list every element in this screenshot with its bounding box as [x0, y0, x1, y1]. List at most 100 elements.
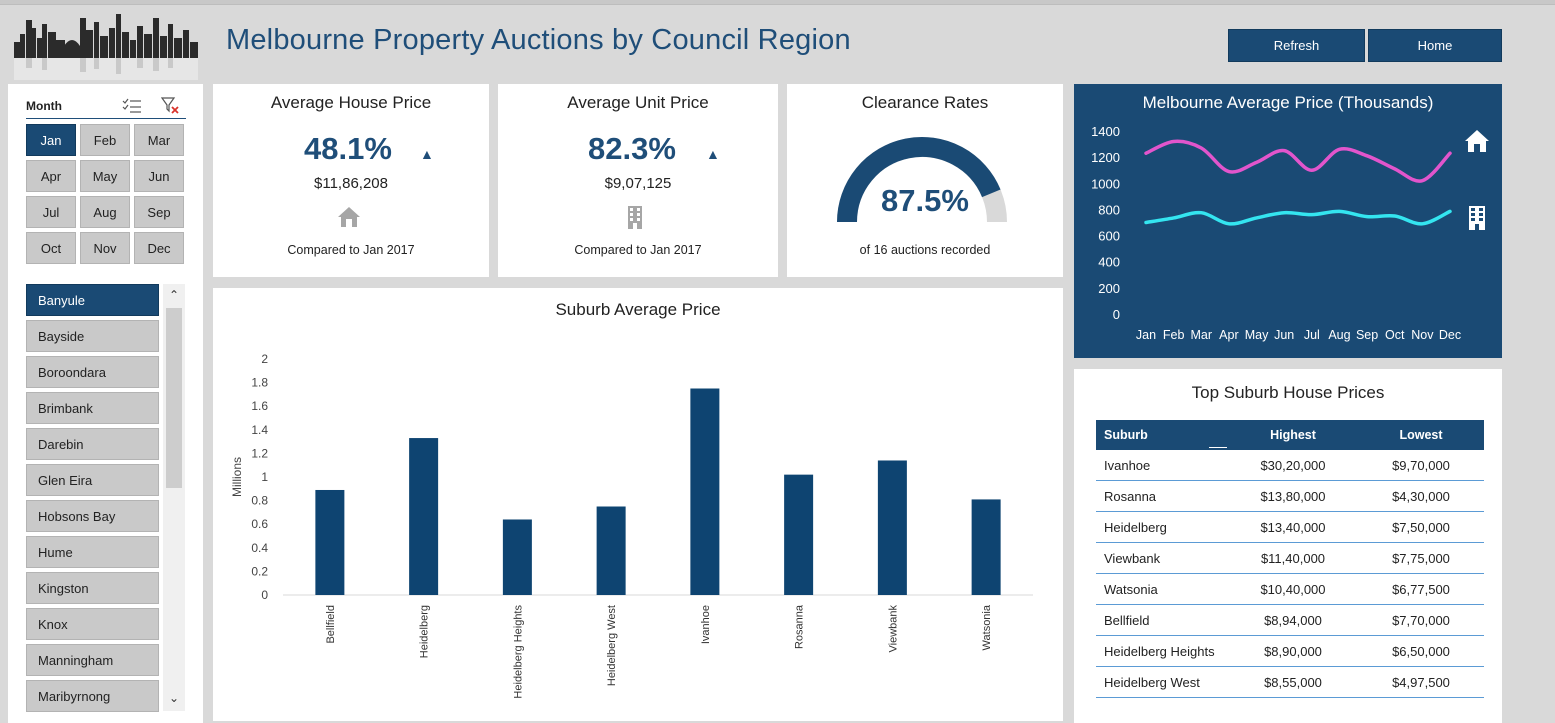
month-slicer-label: Month: [26, 99, 62, 113]
cell-highest: $8,55,000: [1264, 674, 1322, 690]
home-button[interactable]: Home: [1368, 29, 1502, 62]
y-tick-label: 800: [1098, 202, 1120, 217]
scroll-down-arrow-icon[interactable]: ⌄: [168, 691, 180, 705]
cell-highest: $13,40,000: [1260, 519, 1326, 535]
council-scrollbar[interactable]: ⌃ ⌄: [163, 284, 185, 711]
cell-suburb: Watsonia: [1104, 581, 1158, 597]
x-tick-label: Heidelberg: [419, 605, 431, 658]
kpi-clearance-caption: of 16 auctions recorded: [859, 243, 991, 257]
building-icon-window: [1479, 213, 1483, 216]
x-tick-label: Mar: [1191, 328, 1213, 342]
building-icon-window: [1479, 218, 1483, 221]
kpi-house-title: Average House Price: [270, 93, 432, 112]
scrollbar-thumb[interactable]: [166, 308, 182, 488]
header-lowest[interactable]: Lowest: [1399, 428, 1443, 442]
month-button-jun[interactable]: Jun: [134, 160, 184, 192]
council-item-manningham[interactable]: Manningham: [26, 644, 159, 676]
kpi-house-up-arrow-icon: ▲: [420, 146, 434, 162]
kpi-unit-compare: Compared to Jan 2017: [574, 243, 702, 257]
x-tick-label: Apr: [1219, 328, 1238, 342]
council-item-bayside[interactable]: Bayside: [26, 320, 159, 352]
bar-viewbank[interactable]: [877, 460, 907, 595]
cell-lowest: $4,97,500: [1392, 674, 1450, 690]
bar-heidelberg[interactable]: [409, 438, 439, 595]
month-button-aug[interactable]: Aug: [80, 196, 130, 228]
series-line-house[interactable]: [1144, 139, 1452, 183]
bar-bellfield[interactable]: [315, 489, 345, 595]
kpi-clearance-card: Clearance Rates 87.5% of 16 auctions rec…: [787, 84, 1063, 277]
month-button-sep[interactable]: Sep: [134, 196, 184, 228]
melbourne-trend-panel: Melbourne Average Price (Thousands) 0 200…: [1074, 84, 1502, 358]
council-item-knox[interactable]: Knox: [26, 608, 159, 640]
month-button-dec[interactable]: Dec: [134, 232, 184, 264]
y-tick-label: 1.6: [251, 399, 268, 413]
kpi-unit-title: Average Unit Price: [567, 93, 709, 112]
council-item-maribyrnong[interactable]: Maribyrnong: [26, 680, 159, 712]
x-tick-label: Feb: [1163, 328, 1185, 342]
month-button-mar[interactable]: Mar: [134, 124, 184, 156]
council-item-banyule[interactable]: Banyule: [26, 284, 159, 316]
council-item-glen-eira[interactable]: Glen Eira: [26, 464, 159, 496]
bar-heidelberg-heights[interactable]: [502, 519, 532, 595]
month-button-apr[interactable]: Apr: [26, 160, 76, 192]
cell-lowest: $7,70,000: [1392, 612, 1450, 628]
x-tick-label: Oct: [1385, 328, 1405, 342]
x-tick-label: Watsonia: [981, 604, 993, 650]
cell-suburb: Heidelberg West: [1104, 674, 1200, 690]
building-icon-window: [1479, 208, 1483, 211]
refresh-button[interactable]: Refresh: [1228, 29, 1365, 62]
table-row: Watsonia $10,40,000 $6,77,500: [1096, 574, 1484, 605]
melbourne-line-chart: 0 200 400 600 800 1000 1200 1400 Jan Feb Mar Apr May…: [1091, 124, 1489, 342]
council-item-boroondara[interactable]: Boroondara: [26, 356, 159, 388]
line-chart-title: Melbourne Average Price (Thousands): [1142, 93, 1434, 112]
table-body: Ivanhoe $30,20,000 $9,70,000 Rosanna $13,80,…: [1096, 450, 1484, 698]
building-icon-window: [1471, 213, 1475, 216]
month-button-feb[interactable]: Feb: [80, 124, 130, 156]
council-item-brimbank[interactable]: Brimbank: [26, 392, 159, 424]
table-row: Bellfield $8,94,000 $7,70,000: [1096, 605, 1484, 636]
bar-heidelberg-west[interactable]: [596, 506, 626, 596]
x-tick-label: Bellfield: [325, 605, 337, 644]
month-button-may[interactable]: May: [80, 160, 130, 192]
suburb-chart-panel: Suburb Average Price 0 0.2 0.4 0.6 0.8 1 1.2 1.…: [213, 288, 1063, 721]
multi-select-icon[interactable]: [122, 98, 142, 114]
cell-suburb: Rosanna: [1104, 488, 1157, 504]
bar-rosanna[interactable]: [784, 474, 814, 595]
table-row: Heidelberg West $8,55,000 $4,97,500: [1096, 667, 1484, 698]
window-top-border: [0, 0, 1555, 5]
series-line-unit[interactable]: [1144, 209, 1452, 226]
bar-ivanhoe[interactable]: [690, 388, 720, 596]
cell-suburb: Heidelberg Heights: [1104, 643, 1215, 659]
y-tick-label: 1200: [1091, 150, 1120, 165]
council-item-hume[interactable]: Hume: [26, 536, 159, 568]
council-item-hobsons-bay[interactable]: Hobsons Bay: [26, 500, 159, 532]
top-suburbs-title: Top Suburb House Prices: [1191, 383, 1385, 402]
kpi-unit-pct: 82.3%: [588, 131, 676, 166]
house-icon: [338, 207, 360, 227]
page-title: Melbourne Property Auctions by Council R…: [226, 24, 851, 56]
cell-suburb: Heidelberg: [1104, 519, 1167, 535]
y-tick-label: 2: [261, 352, 268, 366]
y-tick-label: 0.4: [251, 541, 268, 555]
scroll-up-arrow-icon[interactable]: ⌃: [168, 288, 180, 302]
council-item-darebin[interactable]: Darebin: [26, 428, 159, 460]
kpi-unit-up-arrow-icon: ▲: [706, 146, 720, 162]
clear-filter-icon[interactable]: [161, 97, 181, 115]
header-highest[interactable]: Highest: [1270, 428, 1316, 442]
month-button-jan[interactable]: Jan: [26, 124, 76, 156]
council-item-kingston[interactable]: Kingston: [26, 572, 159, 604]
x-tick-label: Viewbank: [887, 605, 899, 653]
table-header: Suburb Highest Lowest: [1096, 420, 1484, 450]
month-button-jul[interactable]: Jul: [26, 196, 76, 228]
month-button-nov[interactable]: Nov: [80, 232, 130, 264]
y-tick-label: 1.8: [251, 376, 268, 390]
bar-watsonia[interactable]: [971, 499, 1001, 595]
y-tick-label: 1400: [1091, 124, 1120, 139]
x-tick-label: Heidelberg West: [606, 605, 618, 686]
kpi-house-pct: 48.1%: [304, 131, 392, 166]
month-button-oct[interactable]: Oct: [26, 232, 76, 264]
cell-lowest: $6,50,000: [1392, 643, 1450, 659]
building-series-icon: [1469, 206, 1485, 230]
header-suburb[interactable]: Suburb: [1104, 428, 1148, 442]
cell-suburb: Ivanhoe: [1104, 457, 1151, 473]
